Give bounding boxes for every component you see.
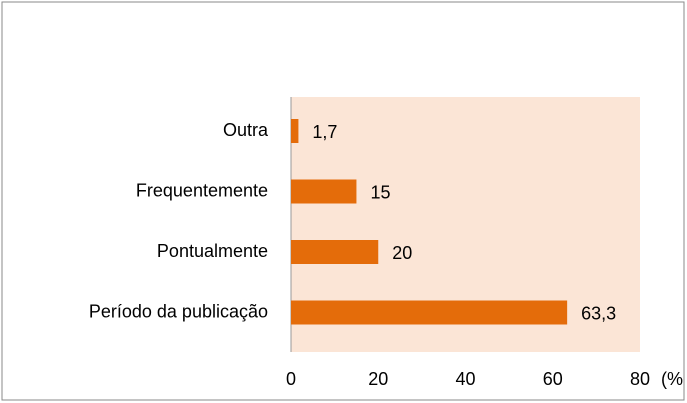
value-label: 20 <box>392 243 412 263</box>
y-tick-label: Período da publicação <box>89 301 268 321</box>
x-axis-label: (% <box>661 369 683 389</box>
x-tick-label: 0 <box>286 369 296 389</box>
x-tick-label: 80 <box>630 369 650 389</box>
bar <box>291 240 379 264</box>
bar <box>291 300 568 325</box>
y-tick-label: Pontualmente <box>157 241 268 261</box>
value-label: 63,3 <box>581 303 616 323</box>
bar <box>291 119 299 143</box>
value-label: 1,7 <box>312 122 337 142</box>
y-tick-label: Frequentemente <box>136 180 268 200</box>
y-tick-label: Outra <box>223 120 269 140</box>
value-label: 15 <box>370 182 390 202</box>
bar <box>291 179 357 204</box>
x-tick-label: 20 <box>368 369 388 389</box>
x-tick-label: 60 <box>543 369 563 389</box>
x-tick-label: 40 <box>455 369 475 389</box>
